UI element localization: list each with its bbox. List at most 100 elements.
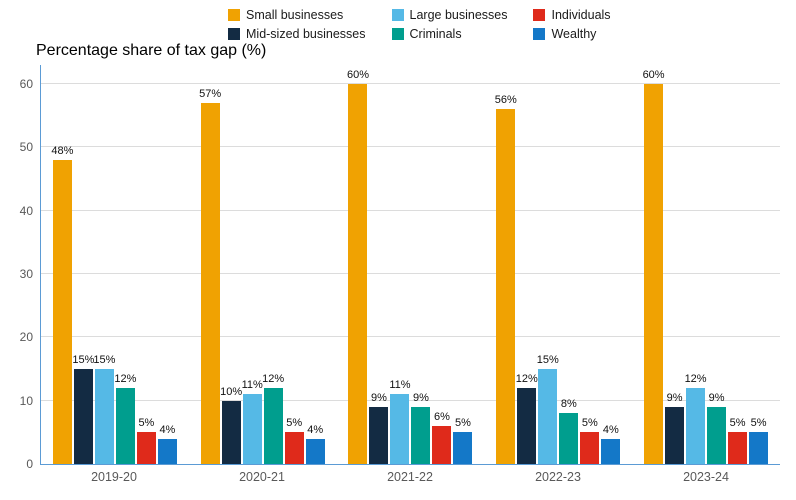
gridline [41, 336, 780, 338]
bar-value-label: 12% [114, 373, 137, 385]
bar-value-label: 9% [708, 392, 725, 404]
legend-swatch [228, 28, 240, 40]
bar-wealthy: 4% [601, 424, 621, 464]
bar-value-label: 15% [536, 354, 559, 366]
bar-value-label: 60% [642, 69, 665, 81]
bar-small-businesses: 48% [51, 145, 73, 464]
bar-value-label: 4% [602, 423, 619, 436]
y-axis-tick-label: 20 [19, 330, 33, 345]
bar-criminals: 9% [411, 392, 431, 464]
bar-individuals: 5% [580, 417, 600, 464]
y-axis-tick-label: 60 [19, 77, 33, 91]
bar-value-label: 5% [286, 417, 303, 430]
y-axis-tick-label: 10 [19, 393, 33, 408]
bar-value-label: 5% [455, 417, 471, 430]
bar-value-label: 12% [515, 373, 538, 385]
bar-small-businesses: 60% [643, 69, 665, 464]
bar-value-label: 9% [666, 392, 683, 404]
bar-value-label: 4% [307, 423, 324, 436]
x-axis-category-label: 2023-24 [683, 470, 729, 484]
bar-large-businesses: 12% [685, 373, 707, 464]
bar-mid-sized-businesses: 9% [665, 392, 685, 464]
bar-mid-sized-businesses: 10% [220, 386, 242, 464]
bar-value-label: 5% [581, 417, 598, 430]
bar-value-label: 5% [750, 417, 767, 430]
bar-value-label: 12% [684, 373, 707, 385]
bar-value-label: 11% [241, 379, 263, 392]
legend-item-large-businesses: Large businesses [391, 8, 508, 22]
bar-large-businesses: 15% [93, 354, 115, 464]
gridline [41, 273, 780, 274]
bar-criminals: 12% [262, 373, 284, 464]
bar-value-label: 57% [199, 88, 222, 100]
bar-groups: 48% 15% 15% 12% 5% 4% 57% 10% 11% 12% 5% 4% 60% 9% 11%… [41, 65, 780, 464]
bar-group-2023-24: 60% 9% 12% 9% 5% 5% [632, 65, 780, 464]
legend-label: Small businesses [246, 8, 344, 22]
bar-value-label: 56% [494, 94, 517, 107]
bar-wealthy: 5% [749, 417, 769, 464]
bar-value-label: 15% [72, 354, 95, 366]
bar-individuals: 5% [284, 417, 304, 464]
bar-value-label: 9% [371, 392, 387, 404]
legend-swatch [533, 28, 546, 40]
bar-value-label: 9% [413, 392, 429, 404]
bar-mid-sized-businesses: 12% [516, 373, 538, 464]
legend-swatch [391, 9, 404, 21]
bar-wealthy: 4% [305, 424, 325, 464]
y-axis-tick-label: 0 [26, 457, 33, 471]
legend-label: Criminals [409, 27, 462, 41]
legend-item-individuals: Individuals [533, 8, 611, 22]
bar-value-label: 4% [159, 423, 176, 436]
bar-value-label: 60% [346, 69, 369, 81]
bar-wealthy: 5% [453, 417, 473, 464]
bar-group-2019-20: 48% 15% 15% 12% 5% 4% [41, 65, 189, 464]
gridline [41, 146, 780, 148]
legend-item-criminals: Criminals [391, 27, 508, 41]
legend-label: Mid-sized businesses [246, 27, 366, 41]
legend-label: Large businesses [409, 8, 508, 22]
bar-mid-sized-businesses: 15% [72, 354, 94, 464]
bar-value-label: 11% [389, 379, 411, 392]
x-axis-category-label: 2019-20 [91, 470, 137, 484]
bar-value-label: 15% [93, 354, 116, 366]
gridline [41, 209, 780, 211]
gridline [41, 83, 780, 84]
x-axis-category-label: 2020-21 [239, 470, 285, 484]
bar-mid-sized-businesses: 9% [369, 392, 389, 464]
legend-item-small-businesses: Small businesses [228, 8, 366, 22]
bar-individuals: 6% [432, 411, 452, 464]
bar-individuals: 5% [728, 417, 748, 464]
bar-value-label: 6% [434, 411, 450, 423]
legend-item-wealthy: Wealthy [533, 27, 610, 41]
x-axis-category-label: 2021-22 [387, 470, 433, 484]
legend-swatch [228, 9, 240, 21]
legend-label: Individuals [551, 8, 611, 22]
bar-large-businesses: 11% [242, 379, 263, 464]
legend-swatch [533, 9, 546, 21]
bar-criminals: 8% [559, 398, 579, 464]
y-axis-tick-label: 50 [19, 140, 33, 155]
plot-area: 0 10 20 30 40 50 60 48% 15% 15% 12% 5% 4% 57% 10% 11% 12… [20, 65, 780, 471]
bar-small-businesses: 56% [495, 94, 517, 464]
bar-group-2020-21: 57% 10% 11% 12% 5% 4% [189, 65, 337, 464]
y-axis-tick-label: 30 [19, 267, 33, 281]
legend-swatch [391, 28, 404, 40]
bar-criminals: 12% [114, 373, 136, 464]
bar-group-2022-23: 56% 12% 15% 8% 5% 4% [484, 65, 632, 464]
legend: Small businesses Mid-sized businesses Larg… [228, 8, 611, 41]
bar-large-businesses: 15% [537, 354, 559, 464]
bar-individuals: 5% [136, 417, 156, 464]
bar-value-label: 12% [262, 373, 285, 385]
bar-group-2021-22: 60% 9% 11% 9% 6% 5% [337, 65, 485, 464]
legend-item-mid-sized-businesses: Mid-sized businesses [228, 27, 366, 41]
x-axis-labels: 2019-20 2020-21 2021-22 2022-23 2023-24 [40, 470, 780, 484]
bar-value-label: 10% [220, 385, 243, 398]
bar-value-label: 5% [729, 417, 746, 430]
bar-value-label: 48% [51, 145, 74, 157]
legend-label: Wealthy [551, 27, 597, 41]
bar-small-businesses: 60% [347, 69, 369, 464]
bar-large-businesses: 11% [389, 379, 411, 464]
gridline [41, 399, 780, 401]
y-axis-tick-label: 40 [19, 203, 33, 218]
